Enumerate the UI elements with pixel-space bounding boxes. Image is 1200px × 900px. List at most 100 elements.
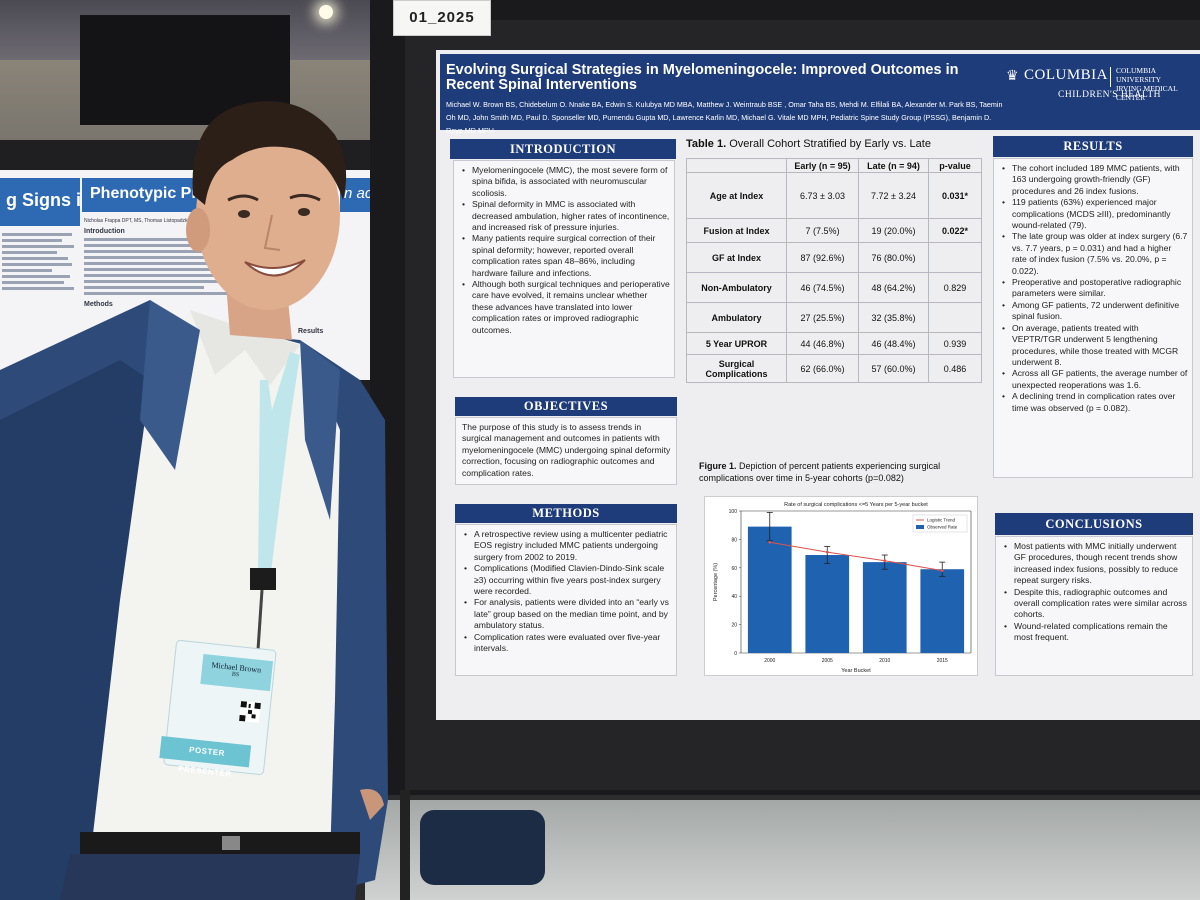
table-cell: 19 (20.0%) bbox=[858, 218, 929, 243]
legend-label: Logistic Trend bbox=[927, 518, 956, 523]
complications-chart: Rate of surgical complications <=5 Years… bbox=[713, 502, 972, 674]
table-row-label: 5 Year UPROR bbox=[686, 332, 787, 355]
table-row: Age at Index 6.73 ± 3.03 7.72 ± 3.24 0.0… bbox=[686, 172, 982, 219]
table-row-label: GF at Index bbox=[686, 242, 787, 273]
list-item: Most patients with MMC initially underwe… bbox=[1002, 541, 1188, 587]
table-cell: 57 (60.0%) bbox=[858, 354, 929, 383]
table-row: Surgical Complications 62 (66.0%) 57 (60… bbox=[686, 354, 982, 383]
poster-authors: Michael W. Brown BS, Chidebelum O. Nnake… bbox=[446, 100, 1003, 135]
table-cell: 0.829 bbox=[928, 272, 982, 303]
neighbor-poster-methods-label: Methods bbox=[84, 301, 113, 308]
backpack bbox=[420, 810, 545, 885]
objectives-text: The purpose of this study is to assess t… bbox=[462, 422, 671, 478]
crown-icon: ♛ bbox=[1006, 67, 1019, 83]
figure-label: Figure 1. bbox=[699, 461, 737, 471]
legend-bar-swatch bbox=[916, 525, 924, 529]
table-row-label: Age at Index bbox=[686, 172, 787, 219]
methods-box: A retrospective review using a multicent… bbox=[455, 524, 677, 676]
table-row-label: Ambulatory bbox=[686, 302, 787, 333]
neighbor-poster-heading: g Signs in bbox=[0, 178, 80, 226]
smile bbox=[244, 259, 306, 277]
table-row: GF at Index 87 (92.6%) 76 (80.0%) bbox=[686, 242, 982, 273]
bar bbox=[805, 555, 850, 653]
logo-name: COLUMBIA bbox=[1024, 67, 1109, 83]
lapel-right bbox=[300, 340, 340, 520]
poster-title: Evolving Surgical Strategies in Myelomen… bbox=[446, 62, 959, 93]
trend-point bbox=[883, 559, 887, 563]
legend-box bbox=[912, 514, 968, 533]
table-cell: 7 (7.5%) bbox=[786, 218, 859, 243]
table-cell: 0.939 bbox=[928, 332, 982, 355]
introduction-list: Myelomeningocele (MMC), the most severe … bbox=[460, 165, 670, 336]
table-row: Non-Ambulatory 46 (74.5%) 48 (64.2%) 0.8… bbox=[686, 272, 982, 303]
neighbor-poster-column bbox=[2, 230, 80, 293]
figure-caption: Figure 1. Depiction of percent patients … bbox=[699, 460, 989, 484]
list-item: Myelomeningocele (MMC), the most severe … bbox=[460, 165, 670, 199]
list-item: The cohort included 189 MMC patients, wi… bbox=[1000, 163, 1188, 197]
x-tick-label: 2010 bbox=[879, 658, 890, 664]
ceiling-light bbox=[319, 5, 333, 19]
logo-sub-brand: CHILDREN'S HEALTH bbox=[1058, 90, 1162, 100]
poster-number-placard: 01_2025 bbox=[393, 0, 491, 36]
trend-point bbox=[940, 569, 944, 573]
face bbox=[196, 120, 340, 310]
logo-subtitle-line: COLUMBIA UNIVERSITY bbox=[1116, 66, 1161, 84]
y-tick-label: 80 bbox=[731, 537, 737, 543]
board-leg bbox=[400, 790, 410, 900]
table-cell: 87 (92.6%) bbox=[786, 242, 859, 273]
research-poster: Evolving Surgical Strategies in Myelomen… bbox=[436, 50, 1200, 720]
objectives-box: The purpose of this study is to assess t… bbox=[455, 417, 677, 485]
x-tick-label: 2000 bbox=[764, 658, 775, 664]
bar bbox=[747, 526, 792, 653]
y-axis-label: Percentage (%) bbox=[713, 563, 719, 601]
list-item: Many patients require surgical correctio… bbox=[460, 233, 670, 279]
list-item: On average, patients treated with VEPTR/… bbox=[1000, 323, 1188, 369]
list-item: For analysis, patients were divided into… bbox=[462, 597, 672, 631]
chart-title: Rate of surgical complications <=5 Years… bbox=[784, 502, 928, 508]
lapel-left bbox=[140, 300, 200, 470]
trend-point bbox=[825, 550, 829, 554]
table-row: Ambulatory 27 (25.5%) 32 (35.8%) bbox=[686, 302, 982, 333]
x-axis-label: Year Bucket bbox=[841, 668, 871, 674]
legend-label: Observed Rate bbox=[927, 525, 958, 530]
table-cell: 46 (74.5%) bbox=[786, 272, 859, 303]
neighbor-poster-results-label: Results bbox=[298, 328, 324, 335]
list-item: Complications (Modified Clavien-Dindo-Si… bbox=[462, 563, 672, 597]
list-item: The late group was older at index surger… bbox=[1000, 231, 1188, 277]
table-cell: 27 (25.5%) bbox=[786, 302, 859, 333]
conclusions-box: Most patients with MMC initially underwe… bbox=[995, 536, 1193, 676]
table-header bbox=[686, 158, 787, 173]
bar bbox=[862, 562, 907, 653]
introduction-heading: INTRODUCTION bbox=[450, 139, 676, 159]
list-item: Across all GF patients, the average numb… bbox=[1000, 368, 1188, 391]
logo-subtitle: COLUMBIA UNIVERSITY IRVING MEDICAL CENTE… bbox=[1116, 66, 1200, 102]
belt bbox=[80, 832, 360, 854]
table-label: Table 1. bbox=[686, 138, 727, 150]
table-row-label: Fusion at Index bbox=[686, 218, 787, 243]
lanyard bbox=[258, 352, 300, 580]
list-item: Wound-related complications remain the m… bbox=[1002, 621, 1188, 644]
y-tick-label: 20 bbox=[731, 623, 737, 629]
list-item: Despite this, radiographic outcomes and … bbox=[1002, 587, 1188, 621]
columbia-logo: ♛ COLUMBIA COLUMBIA UNIVERSITY IRVING ME… bbox=[1006, 64, 1200, 104]
neighbor-poster-authors: Nicholas Frappa DPT, MS, Thomas Listopad… bbox=[84, 218, 212, 224]
x-tick-label: 2005 bbox=[822, 658, 833, 664]
table-row-label: Non-Ambulatory bbox=[686, 272, 787, 303]
methods-heading: METHODS bbox=[455, 504, 677, 523]
table-cell: 62 (66.0%) bbox=[786, 354, 859, 383]
neighbor-poster-body: Nicholas Frappa DPT, MS, Thomas Listopad… bbox=[84, 218, 284, 308]
list-item: A declining trend in complication rates … bbox=[1000, 391, 1188, 414]
objectives-heading: OBJECTIVES bbox=[455, 397, 677, 416]
list-item: A retrospective review using a multicent… bbox=[462, 529, 672, 563]
hair bbox=[192, 101, 347, 205]
list-item: Spinal deformity in MMC is associated wi… bbox=[460, 199, 670, 233]
conclusions-heading: CONCLUSIONS bbox=[995, 513, 1193, 535]
neighbor-poster-intro-label: Introduction bbox=[84, 228, 125, 235]
results-heading: RESULTS bbox=[993, 136, 1193, 157]
table-cell: 46 (48.4%) bbox=[858, 332, 929, 355]
complications-chart-frame: Rate of surgical complications <=5 Years… bbox=[704, 496, 978, 676]
results-box: The cohort included 189 MMC patients, wi… bbox=[993, 158, 1193, 478]
list-item: Preoperative and postoperative radiograp… bbox=[1000, 277, 1188, 300]
table-cell: 32 (35.8%) bbox=[858, 302, 929, 333]
table-header: p-value bbox=[928, 158, 982, 173]
